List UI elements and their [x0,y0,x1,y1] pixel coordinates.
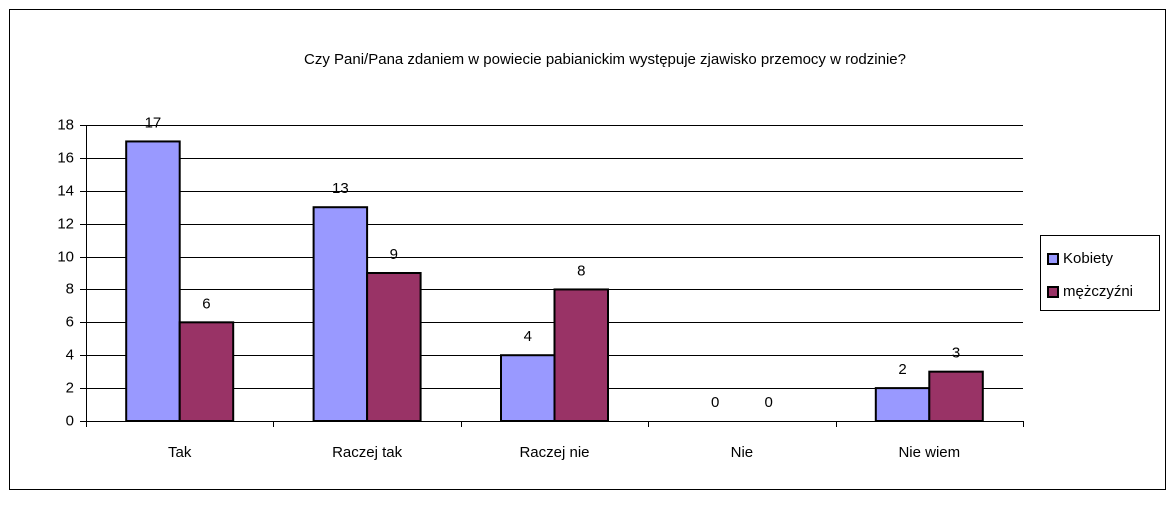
y-tick-label: 2 [66,379,74,396]
bar [178,321,235,423]
bar [553,288,609,423]
y-tick-label: 0 [66,412,74,429]
x-tick-label: Nie wiem [898,444,960,461]
data-label: 13 [332,180,349,197]
legend-swatch [1047,253,1059,265]
data-label: 3 [952,345,960,362]
y-tick-label: 18 [57,116,74,133]
legend [1040,235,1160,311]
bar [928,370,984,422]
data-label: 2 [898,361,906,378]
y-tick-label: 6 [66,313,74,330]
data-label: 8 [577,262,585,279]
x-tick-label: Raczej nie [519,444,589,461]
y-tick-label: 4 [66,346,74,363]
data-label: 0 [711,394,719,411]
x-tick-label: Nie [731,444,754,461]
bar [366,272,422,422]
bar [500,354,556,423]
legend-swatch [1047,286,1059,298]
bar [874,387,931,423]
data-label: 9 [390,246,398,263]
y-tick-label: 12 [57,215,74,232]
y-tick-label: 16 [57,149,74,166]
y-tick-label: 8 [66,280,74,297]
y-tick-label: 10 [57,248,74,265]
data-label: 6 [202,295,210,312]
data-label: 0 [764,394,772,411]
data-label: 4 [524,328,532,345]
data-label: 17 [145,114,162,131]
x-tick-label: Raczej tak [332,444,403,461]
bar [312,206,369,422]
chart-title: Czy Pani/Pana zdaniem w powiecie pabiani… [304,51,906,68]
bar [125,140,181,422]
legend-label: Kobiety [1063,250,1114,267]
y-tick-label: 14 [57,182,74,199]
legend-label: mężczyźni [1063,283,1133,300]
x-tick-label: Tak [168,444,192,461]
